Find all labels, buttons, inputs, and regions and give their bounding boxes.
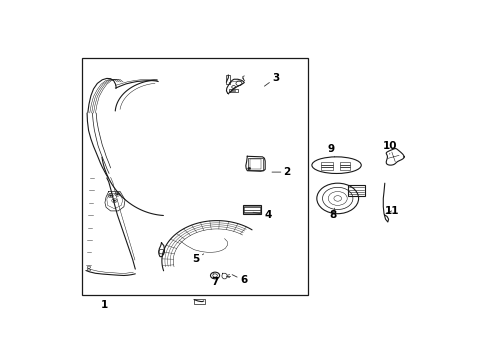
Text: 11: 11 [384, 206, 399, 216]
Circle shape [116, 193, 119, 195]
Bar [321, 165, 333, 167]
Bar [249, 159, 261, 169]
Bar [243, 205, 261, 214]
Bar [231, 90, 235, 91]
Bar [321, 167, 333, 170]
Circle shape [248, 167, 251, 170]
Text: 6: 6 [232, 275, 247, 285]
Text: 8: 8 [329, 208, 337, 220]
Text: 5: 5 [193, 254, 204, 264]
Text: 4: 4 [253, 210, 272, 220]
Bar [321, 162, 333, 165]
Text: 9: 9 [327, 144, 335, 157]
Bar [229, 90, 238, 92]
Bar [341, 167, 350, 170]
Text: 1: 1 [101, 300, 109, 310]
Bar [82, 58, 308, 296]
Text: 10: 10 [383, 141, 397, 154]
Bar [194, 299, 205, 304]
Text: 2: 2 [272, 167, 291, 177]
Bar [226, 75, 230, 84]
Bar [348, 185, 365, 195]
Bar [248, 158, 263, 170]
Circle shape [109, 195, 112, 197]
Text: 3: 3 [265, 73, 279, 86]
Bar [341, 162, 350, 165]
Bar [244, 206, 260, 213]
Bar [341, 165, 350, 167]
Circle shape [113, 200, 116, 202]
Text: 7: 7 [211, 273, 219, 287]
